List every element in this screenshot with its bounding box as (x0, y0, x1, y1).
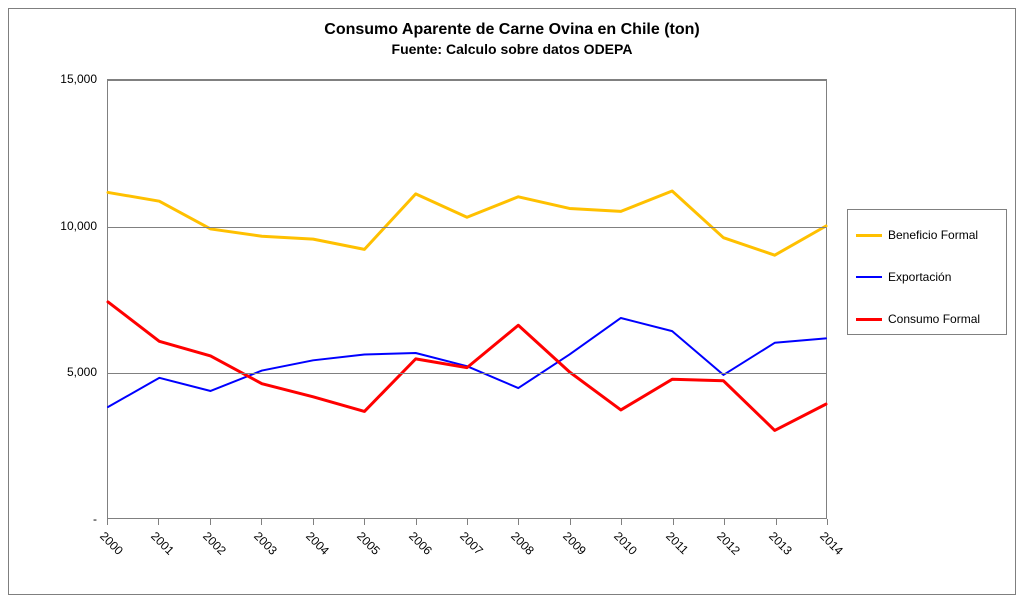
gridline (108, 227, 826, 228)
x-tick-label: 2010 (611, 529, 640, 558)
x-tick-mark (210, 519, 211, 525)
x-tick-mark (107, 519, 108, 525)
x-tick-mark (673, 519, 674, 525)
series-line (108, 318, 826, 407)
y-tick-label: 5,000 (47, 365, 97, 379)
x-tick-mark (827, 519, 828, 525)
legend-label: Consumo Formal (888, 312, 980, 326)
x-tick-label: 2012 (714, 529, 743, 558)
chart-title: Consumo Aparente de Carne Ovina en Chile… (9, 21, 1015, 39)
x-tick-mark (621, 519, 622, 525)
legend-swatch (856, 234, 882, 237)
x-tick-label: 2013 (766, 529, 795, 558)
legend-item: Exportación (856, 270, 951, 284)
x-tick-label: 2009 (560, 529, 589, 558)
x-tick-label: 2004 (303, 529, 332, 558)
legend-swatch (856, 276, 882, 278)
x-tick-mark (158, 519, 159, 525)
series-line (108, 191, 826, 255)
legend-item: Consumo Formal (856, 312, 980, 326)
legend-item: Beneficio Formal (856, 228, 978, 242)
legend-label: Beneficio Formal (888, 228, 978, 242)
x-tick-mark (261, 519, 262, 525)
y-tick-label: 10,000 (47, 219, 97, 233)
x-tick-label: 2011 (663, 529, 691, 557)
x-tick-mark (776, 519, 777, 525)
x-tick-label: 2000 (97, 529, 126, 558)
legend-label: Exportación (888, 270, 951, 284)
gridline (108, 373, 826, 374)
x-tick-label: 2006 (406, 529, 435, 558)
x-tick-mark (467, 519, 468, 525)
x-tick-label: 2002 (200, 529, 229, 558)
chart-subtitle: Fuente: Calculo sobre datos ODEPA (9, 41, 1015, 57)
series-svg (108, 80, 826, 518)
x-tick-mark (364, 519, 365, 525)
chart-title-block: Consumo Aparente de Carne Ovina en Chile… (9, 21, 1015, 57)
x-tick-mark (518, 519, 519, 525)
x-tick-label: 2005 (354, 529, 383, 558)
x-tick-label: 2008 (509, 529, 538, 558)
x-tick-mark (724, 519, 725, 525)
y-tick-label: 15,000 (47, 72, 97, 86)
x-tick-mark (416, 519, 417, 525)
x-tick-mark (313, 519, 314, 525)
x-tick-label: 2014 (817, 529, 846, 558)
x-tick-label: 2003 (251, 529, 280, 558)
plot-area (107, 79, 827, 519)
x-tick-mark (570, 519, 571, 525)
gridline (108, 80, 826, 81)
legend-swatch (856, 318, 882, 321)
y-tick-label: - (47, 512, 97, 526)
series-line (108, 302, 826, 430)
x-tick-label: 2007 (457, 529, 486, 558)
chart-frame: Consumo Aparente de Carne Ovina en Chile… (8, 8, 1016, 595)
x-tick-label: 2001 (149, 529, 178, 558)
legend-box: Beneficio Formal Exportación Consumo Forma… (847, 209, 1007, 335)
